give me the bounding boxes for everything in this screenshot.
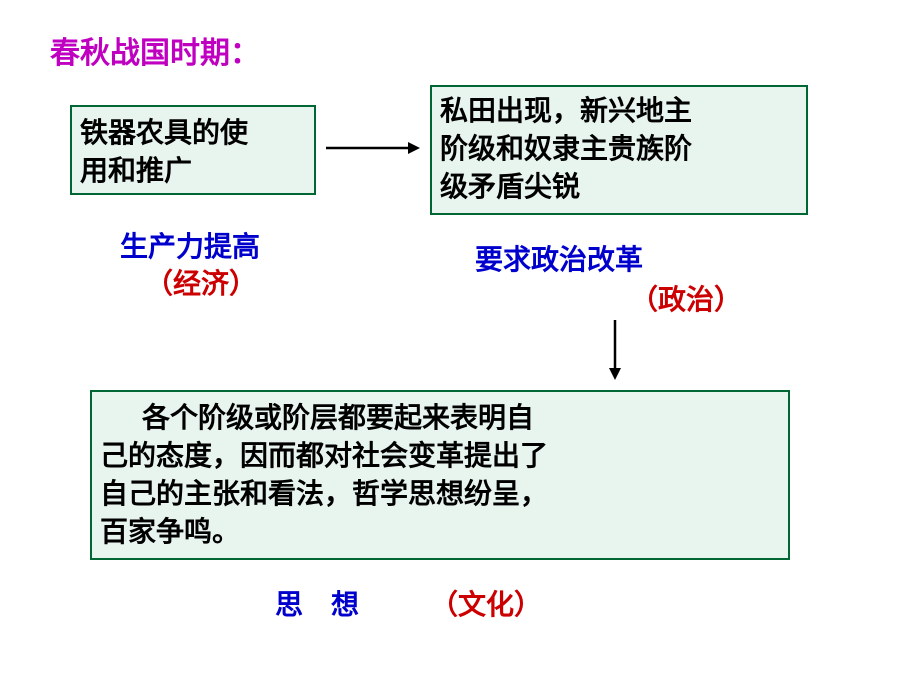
label-politics: （政治） xyxy=(630,278,742,318)
arrow-1 xyxy=(310,132,436,164)
page-title: 春秋战国时期： xyxy=(50,28,260,72)
box-iron-tools-text: 铁器农具的使 用和推广 xyxy=(80,115,248,191)
label-thought: 思 想 xyxy=(275,583,359,623)
arrow-2 xyxy=(599,304,631,396)
label-economy: （经济） xyxy=(145,262,257,302)
label-political-reform: 要求政治改革 xyxy=(475,238,643,278)
box-private-fields-text: 私田出现，新兴地主 阶级和奴隶主贵族阶 级矛盾尖锐 xyxy=(440,93,692,207)
box-thought-text: 各个阶级或阶层都要起来表明自 己的态度，因而都对社会变革提出了 自己的主张和看法… xyxy=(100,400,548,552)
diagram-stage: 春秋战国时期： 铁器农具的使 用和推广 私田出现，新兴地主 阶级和奴隶主贵族阶 … xyxy=(0,0,920,690)
label-productivity: 生产力提高 xyxy=(120,225,260,265)
label-culture: （文化） xyxy=(430,583,542,623)
